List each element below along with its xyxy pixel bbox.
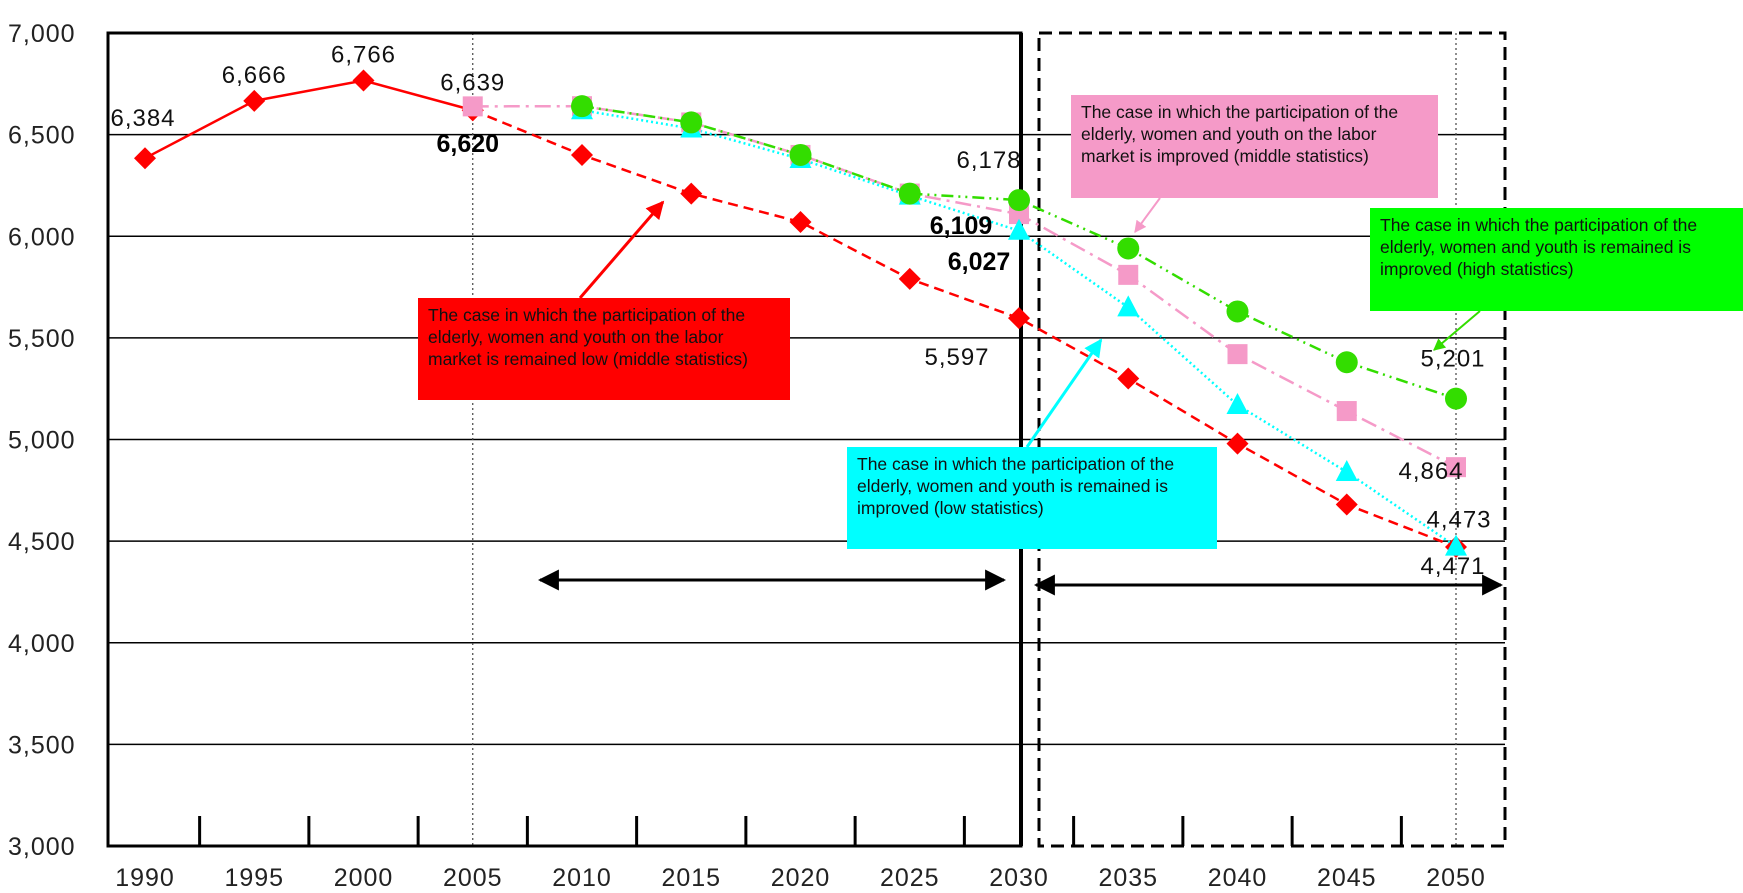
point-triangle-low_improved	[1227, 393, 1249, 414]
point-square-middle_improved	[1118, 265, 1138, 285]
x-axis-ticks: 1990 1995 2000 2005 2010 2015 2020 2025 2030 2035…	[115, 816, 1486, 892]
point-circle-high_improved	[571, 95, 593, 117]
point-circle-high_improved	[1117, 237, 1139, 259]
point-diamond-low_remained	[1117, 368, 1139, 390]
data-label: 5,597	[924, 344, 989, 371]
pointer-green	[1434, 311, 1480, 350]
data-label: 6,027	[948, 248, 1011, 276]
point-circle-high_improved	[1008, 189, 1030, 211]
point-triangle-low_improved	[1336, 460, 1358, 481]
x-tick-label: 1990	[115, 864, 175, 892]
callout-high-improved: The case in which the participation of t…	[1370, 208, 1743, 311]
y-tick-label: 3,000	[8, 833, 76, 861]
y-tick-label: 5,500	[8, 325, 76, 353]
data-label: 6,766	[331, 42, 396, 69]
data-label: 6,666	[222, 62, 287, 89]
point-circle-high_improved	[899, 183, 921, 205]
point-diamond-low_remained	[1227, 433, 1249, 455]
x-tick-label: 1995	[224, 864, 284, 892]
point-circle-high_improved	[1227, 300, 1249, 322]
series-line-actual	[145, 81, 473, 159]
point-diamond-low_remained	[1336, 494, 1358, 516]
point-diamond-actual	[134, 147, 156, 169]
y-tick-label: 4,500	[8, 528, 76, 556]
point-square-middle_improved	[463, 96, 483, 116]
x-tick-label: 2050	[1426, 864, 1486, 892]
x-tick-label: 2020	[771, 864, 831, 892]
x-tick-label: 2040	[1208, 864, 1268, 892]
y-tick-label: 5,000	[8, 427, 76, 455]
pointer-pink	[1135, 198, 1160, 232]
point-circle-high_improved	[1445, 388, 1467, 410]
x-tick-label: 2030	[989, 864, 1049, 892]
callout-middle-improved: The case in which the participation of t…	[1071, 95, 1438, 198]
point-square-middle_improved	[1228, 344, 1248, 364]
point-diamond-low_remained	[790, 211, 812, 233]
x-tick-label: 2000	[334, 864, 394, 892]
point-circle-high_improved	[680, 111, 702, 133]
point-diamond-low_remained	[899, 268, 921, 290]
x-tick-label: 2005	[443, 864, 503, 892]
point-diamond-low_remained	[680, 183, 702, 205]
x-tick-label: 2045	[1317, 864, 1377, 892]
y-tick-label: 6,000	[8, 223, 76, 251]
data-label: 6,178	[956, 147, 1021, 174]
point-circle-high_improved	[1336, 351, 1358, 373]
x-tick-label: 2010	[552, 864, 612, 892]
data-label: 4,471	[1420, 553, 1485, 580]
data-label: 5,201	[1420, 346, 1485, 373]
point-diamond-actual	[243, 90, 265, 112]
data-label: 4,473	[1426, 507, 1491, 534]
data-label: 6,620	[436, 130, 499, 158]
x-tick-label: 2035	[1098, 864, 1158, 892]
y-axis-ticks: 3,000 3,500 4,000 4,500 5,000 5,500 6,000 6,500…	[8, 20, 76, 861]
y-tick-label: 6,500	[8, 122, 76, 150]
x-tick-label: 2025	[880, 864, 940, 892]
point-diamond-low_remained	[571, 144, 593, 166]
pointer-red	[580, 202, 663, 298]
x-tick-label: 2015	[661, 864, 721, 892]
data-label: 6,384	[110, 105, 175, 132]
point-triangle-low_improved	[1117, 295, 1139, 316]
data-label: 6,109	[930, 212, 993, 240]
callout-low-improved: The case in which the participation of t…	[847, 447, 1217, 549]
data-label: 6,639	[440, 69, 505, 96]
data-label: 4,864	[1398, 458, 1463, 485]
callout-low-remained: The case in which the participation of t…	[418, 298, 790, 400]
y-tick-label: 4,000	[8, 630, 76, 658]
y-tick-label: 3,500	[8, 731, 76, 759]
point-square-middle_improved	[1337, 401, 1357, 421]
pointer-cyan	[1027, 340, 1101, 447]
point-diamond-low_remained	[1008, 307, 1030, 329]
point-circle-high_improved	[790, 144, 812, 166]
point-diamond-actual	[353, 70, 375, 92]
y-tick-label: 7,000	[8, 20, 76, 48]
